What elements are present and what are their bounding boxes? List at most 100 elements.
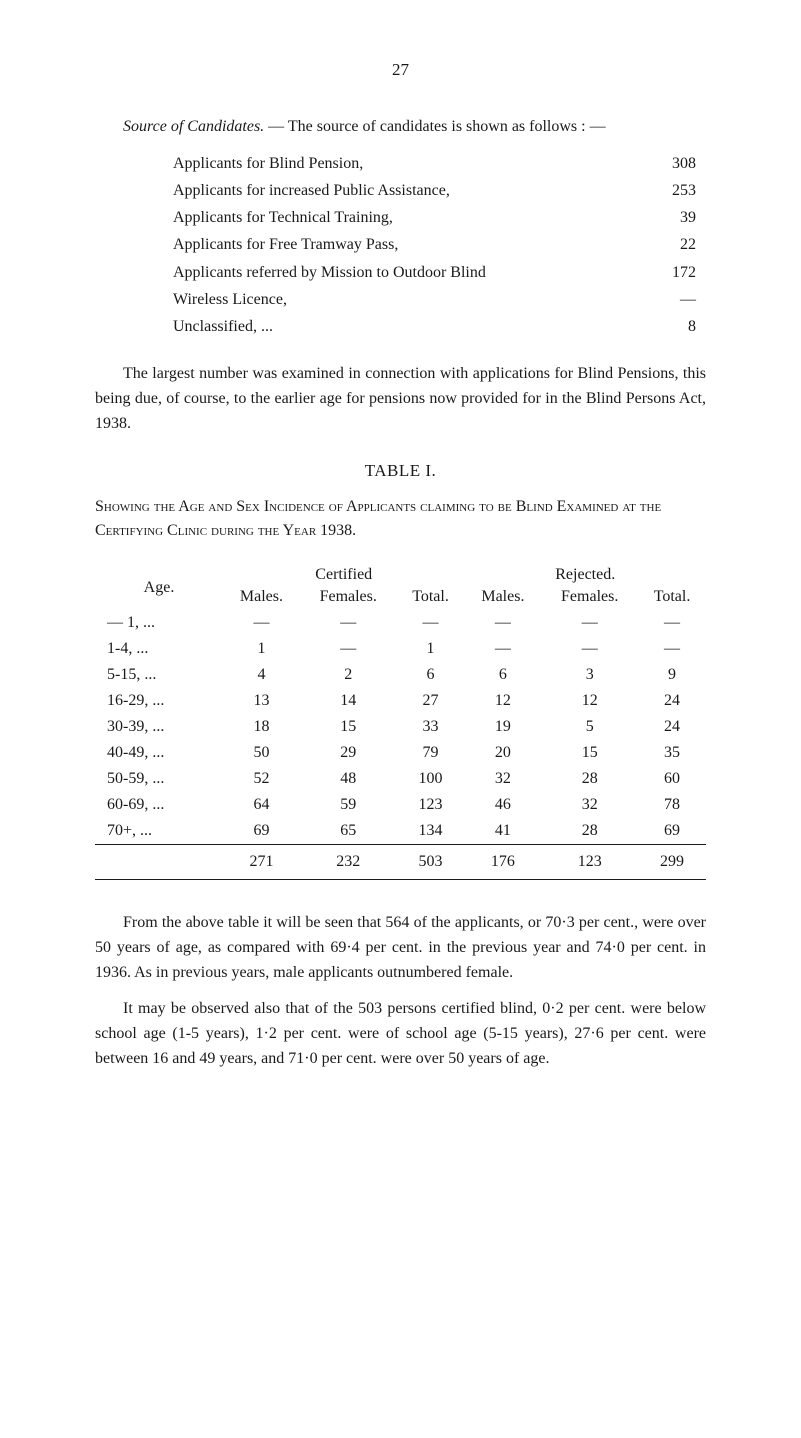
source-value: — [636, 286, 706, 313]
data-cell: 123 [397, 792, 465, 818]
data-cell: 65 [300, 818, 397, 845]
data-cell: 78 [638, 792, 706, 818]
table-title: TABLE I. [95, 461, 706, 481]
data-cell: 48 [300, 766, 397, 792]
source-value: 22 [636, 231, 706, 258]
data-cell: — [638, 610, 706, 636]
data-cell: — [397, 610, 465, 636]
data-cell: 15 [300, 714, 397, 740]
data-cell: 69 [638, 818, 706, 845]
source-value: 172 [636, 259, 706, 286]
data-cell: 69 [223, 818, 300, 845]
source-row: Applicants for Technical Training, 39 [95, 204, 706, 231]
age-cell: 1-4, ... [95, 636, 223, 662]
data-cell: 20 [464, 740, 541, 766]
data-cell: 64 [223, 792, 300, 818]
data-cell: 79 [397, 740, 465, 766]
age-cell: 5-15, ... [95, 662, 223, 688]
data-cell: 2 [300, 662, 397, 688]
data-cell: 41 [464, 818, 541, 845]
table-caption-text: Showing the Age and Sex Incidence of App… [95, 498, 661, 540]
source-value: 8 [636, 313, 706, 340]
totals-blank [95, 845, 223, 880]
data-table: Age. Certified Rejected. Males. Females.… [95, 562, 706, 881]
data-cell: 59 [300, 792, 397, 818]
source-row: Applicants for Free Tramway Pass, 22 [95, 231, 706, 258]
data-cell: 1 [223, 636, 300, 662]
table-row: 5-15, ... 4 2 6 6 3 9 [95, 662, 706, 688]
data-cell: 1 [397, 636, 465, 662]
data-cell: — [300, 610, 397, 636]
table-row: 1-4, ... 1 — 1 — — — [95, 636, 706, 662]
source-label: Applicants for Technical Training, [173, 204, 636, 231]
group-rejected: Rejected. [464, 562, 706, 584]
data-cell: 35 [638, 740, 706, 766]
source-intro-rest: — The source of candidates is shown as f… [264, 118, 605, 135]
data-cell: — [638, 636, 706, 662]
table-row: 50-59, ... 52 48 100 32 28 60 [95, 766, 706, 792]
data-cell: 15 [541, 740, 638, 766]
source-value: 39 [636, 204, 706, 231]
data-cell: 24 [638, 714, 706, 740]
source-row: Applicants for Blind Pension, 308 [95, 150, 706, 177]
data-cell: 28 [541, 766, 638, 792]
source-label: Applicants for increased Public Assistan… [173, 177, 636, 204]
data-cell: 32 [541, 792, 638, 818]
data-cell: 6 [464, 662, 541, 688]
data-cell: 29 [300, 740, 397, 766]
total-cell: 271 [223, 845, 300, 880]
data-cell: 134 [397, 818, 465, 845]
para-largest: The largest number was examined in conne… [95, 362, 706, 436]
table-caption: Showing the Age and Sex Incidence of App… [95, 495, 706, 545]
source-label: Applicants referred by Mission to Outdoo… [173, 259, 636, 286]
total-cell: 299 [638, 845, 706, 880]
data-cell: 18 [223, 714, 300, 740]
table-totals: 271 232 503 176 123 299 [95, 845, 706, 880]
age-cell: 50-59, ... [95, 766, 223, 792]
source-row: Applicants for increased Public Assistan… [95, 177, 706, 204]
source-row: Wireless Licence, — [95, 286, 706, 313]
data-cell: 9 [638, 662, 706, 688]
col-header: Females. [300, 584, 397, 610]
source-value: 253 [636, 177, 706, 204]
data-cell: 60 [638, 766, 706, 792]
source-row: Unclassified, ... 8 [95, 313, 706, 340]
data-cell: 33 [397, 714, 465, 740]
total-cell: 232 [300, 845, 397, 880]
total-cell: 176 [464, 845, 541, 880]
age-cell: 16-29, ... [95, 688, 223, 714]
source-label: Wireless Licence, [173, 286, 636, 313]
data-cell: 27 [397, 688, 465, 714]
source-list: Applicants for Blind Pension, 308 Applic… [95, 150, 706, 340]
data-cell: 6 [397, 662, 465, 688]
table-row: 30-39, ... 18 15 33 19 5 24 [95, 714, 706, 740]
age-cell: 30-39, ... [95, 714, 223, 740]
data-cell: 12 [464, 688, 541, 714]
para-from-above: From the above table it will be seen tha… [95, 911, 706, 985]
page-container: 27 Source of Candidates. — The source of… [0, 0, 801, 1134]
table-row: 60-69, ... 64 59 123 46 32 78 [95, 792, 706, 818]
data-cell: 24 [638, 688, 706, 714]
data-cell: 5 [541, 714, 638, 740]
data-cell: — [223, 610, 300, 636]
age-cell: 60-69, ... [95, 792, 223, 818]
source-label: Applicants for Free Tramway Pass, [173, 231, 636, 258]
data-cell: — [300, 636, 397, 662]
source-intro-label: Source of Candidates. [123, 118, 264, 135]
table-bottom-rule [95, 880, 706, 882]
age-cell: 40-49, ... [95, 740, 223, 766]
age-cell: — 1, ... [95, 610, 223, 636]
data-cell: 28 [541, 818, 638, 845]
table-row: 70+, ... 69 65 134 41 28 69 [95, 818, 706, 845]
age-header: Age. [95, 562, 223, 610]
source-label: Unclassified, ... [173, 313, 636, 340]
data-cell: 12 [541, 688, 638, 714]
data-cell: 50 [223, 740, 300, 766]
table-row: 40-49, ... 50 29 79 20 15 35 [95, 740, 706, 766]
data-cell: — [541, 636, 638, 662]
data-cell: 52 [223, 766, 300, 792]
data-cell: — [541, 610, 638, 636]
table-row: 16-29, ... 13 14 27 12 12 24 [95, 688, 706, 714]
source-value: 308 [636, 150, 706, 177]
para-observed: It may be observed also that of the 503 … [95, 997, 706, 1071]
